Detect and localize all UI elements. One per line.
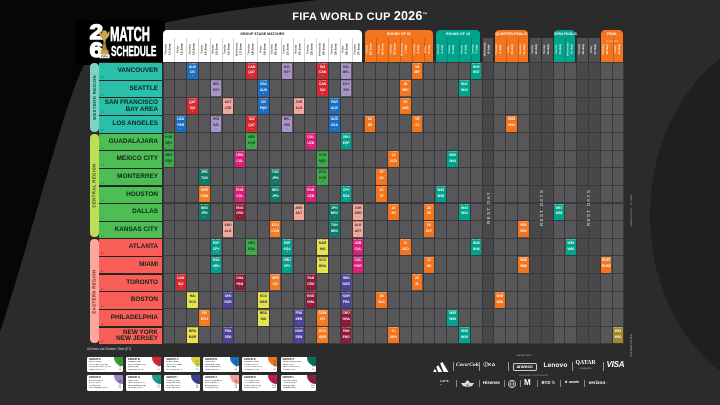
svg-text:FIFA: FIFA <box>101 54 108 58</box>
